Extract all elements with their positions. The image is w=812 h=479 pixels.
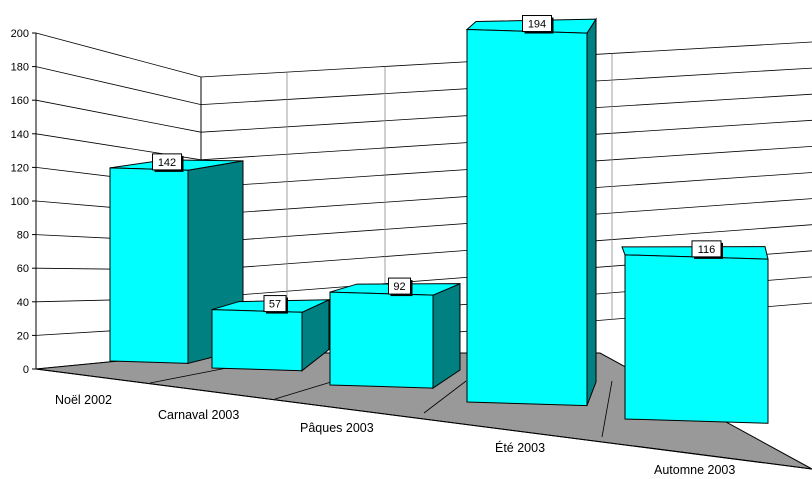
side-wall-gridline [35, 66, 202, 105]
y-tick-label: 120 [11, 162, 29, 174]
category-label: Carnaval 2003 [158, 408, 239, 422]
bar [109, 167, 189, 364]
data-label: 92 [393, 281, 405, 293]
bar-side-face [586, 17, 597, 406]
y-tick-label: 140 [11, 129, 29, 141]
category-label: Automne 2003 [654, 463, 735, 477]
floor-divider [601, 380, 613, 438]
data-label-box [263, 295, 287, 313]
side-wall-gridline [35, 32, 202, 78]
y-tick-label: 100 [11, 196, 29, 208]
floor-divider [149, 366, 233, 384]
category-label: Pâques 2003 [300, 421, 374, 435]
y-tick-label: 40 [17, 297, 29, 309]
y-tick-label: 20 [17, 330, 29, 342]
category-label: Été 2003 [495, 440, 545, 455]
data-labels-layer: 142 57 92 194 116 [152, 15, 723, 314]
data-label-box [152, 153, 182, 171]
data-label-box [691, 240, 722, 258]
data-label-box [388, 277, 411, 295]
data-label-box [522, 15, 552, 33]
bars-layer [109, 17, 769, 424]
bar [211, 309, 303, 372]
y-tick-label: 0 [23, 364, 29, 376]
y-tick-label: 80 [17, 230, 29, 242]
floor-divider [423, 380, 467, 414]
axis-layer: 0 20 40 60 80 100 120 140 160 180 200 Noël 2002 Carn… [11, 28, 736, 477]
y-tick-label: 160 [11, 95, 29, 107]
category-label: Noël 2002 [55, 393, 112, 407]
bar [624, 254, 769, 424]
side-wall-gridline [35, 99, 202, 133]
data-label: 57 [269, 299, 281, 311]
y-tick-label: 200 [11, 28, 29, 40]
bar [466, 29, 588, 407]
data-label: 194 [528, 19, 546, 31]
y-tick-label: 180 [11, 62, 29, 74]
x-axis-line [35, 368, 812, 470]
data-label: 116 [698, 244, 716, 256]
y-tick-label: 60 [17, 263, 29, 275]
bar [329, 291, 434, 389]
bar-side-face [432, 282, 461, 390]
data-label: 142 [158, 157, 176, 169]
